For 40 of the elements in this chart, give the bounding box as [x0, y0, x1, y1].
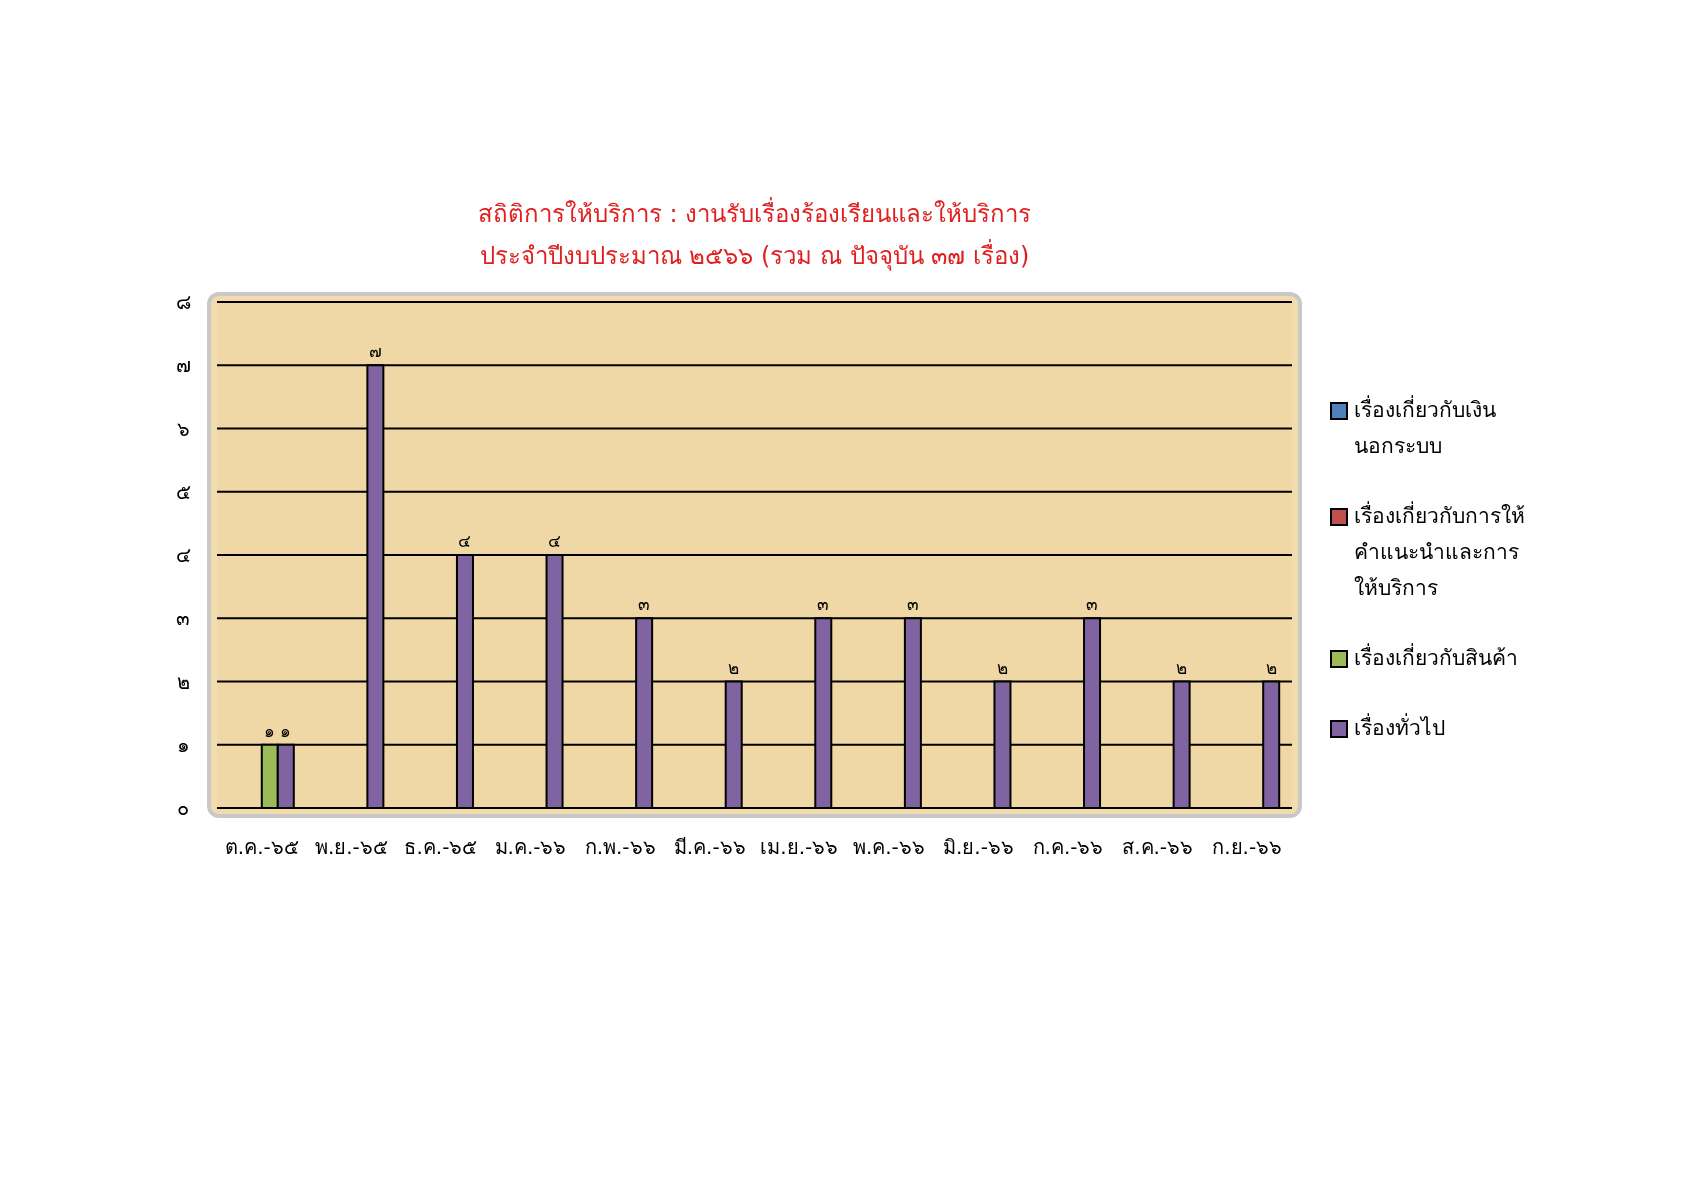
x-tick-label: เม.ย.-๖๖ [760, 835, 839, 859]
data-label: ๔ [458, 531, 472, 551]
data-label: ๓ [638, 594, 651, 615]
data-label: ๓ [817, 594, 830, 615]
y-tick-label: ๒ [176, 669, 190, 694]
y-tick-label: ๓ [176, 606, 190, 631]
data-label: ๔ [548, 531, 562, 551]
legend-label: เรื่องเกี่ยวกับสินค้า [1354, 642, 1518, 672]
y-tick-label: ๑ [176, 732, 190, 757]
legend-label: เรื่องทั่วไป [1354, 712, 1445, 742]
y-tick-label: ๖ [176, 416, 190, 441]
chart-subtitle: ประจำปีงบประมาณ ๒๕๖๖ (รวม ณ ปัจจุบัน ๓๗ เรื่อง) [479, 239, 1030, 271]
y-tick-label: ๕ [175, 479, 191, 504]
data-label: ๓ [906, 594, 919, 615]
x-tick-label: ต.ค.-๖๕ [224, 835, 299, 859]
x-tick-label: ก.ย.-๖๖ [1212, 835, 1283, 859]
y-tick-label: ๔ [175, 543, 191, 567]
data-label: ๒ [1265, 657, 1277, 678]
data-label: ๒ [728, 657, 740, 678]
y-tick-label: ๐ [177, 796, 189, 820]
x-tick-label: มิ.ย.-๖๖ [942, 835, 1014, 859]
x-tick-label: ก.พ.-๖๖ [584, 835, 656, 859]
data-label: ๗ [368, 341, 382, 362]
x-tick-label: ก.ค.-๖๖ [1032, 835, 1104, 859]
data-label: ๒ [1176, 657, 1188, 678]
x-tick-label: ธ.ค.-๖๕ [404, 835, 478, 859]
x-tick-label: ส.ค.-๖๖ [1122, 835, 1194, 859]
y-tick-label: ๘ [175, 290, 191, 314]
chart-title: สถิติการให้บริการ : งานรับเรื่องร้องเรียนและให้บริการ [477, 197, 1032, 228]
x-tick-label: มี.ค.-๖๖ [673, 835, 746, 859]
y-tick-label: ๗ [175, 353, 191, 378]
x-tick-label: ม.ค.-๖๖ [494, 835, 567, 859]
x-tick-label: พ.ค.-๖๖ [852, 835, 925, 859]
legend-label: เรื่องเกี่ยวกับการให้คำแนะนำและการให้บริการ [1354, 500, 1526, 602]
x-tick-label: พ.ย.-๖๕ [314, 835, 388, 859]
data-label: ๓ [1086, 594, 1099, 615]
data-label: ๑ [264, 720, 276, 741]
data-label: ๑ [280, 720, 292, 741]
data-label: ๒ [996, 657, 1008, 678]
legend-label: เรื่องเกี่ยวกับเงินนอกระบบ [1354, 394, 1497, 460]
